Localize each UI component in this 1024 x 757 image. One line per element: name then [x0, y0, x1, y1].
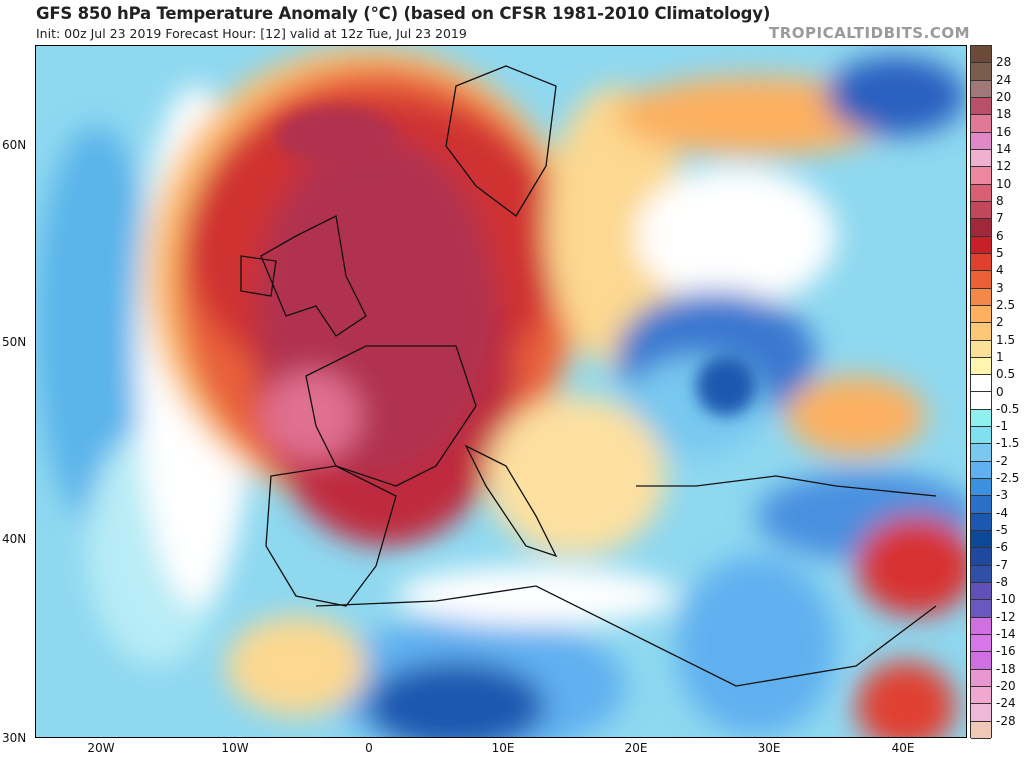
- colorbar-swatch: [971, 635, 991, 653]
- colorbar-swatch: [971, 444, 991, 462]
- colorbar-label: -3: [996, 488, 1008, 503]
- colorbar-swatch: [971, 46, 991, 64]
- colorbar-swatch: [971, 80, 991, 98]
- colorbar-swatch: [971, 583, 991, 601]
- colorbar-label: 0.5: [996, 367, 1016, 382]
- colorbar-label: -16: [996, 644, 1016, 659]
- colorbar-label: -5: [996, 523, 1008, 538]
- chart-title: GFS 850 hPa Temperature Anomaly (°C) (ba…: [36, 4, 771, 23]
- colorbar-label: -1.5: [996, 436, 1020, 451]
- colorbar-swatch: [971, 236, 991, 254]
- colorbar-swatch: [971, 704, 991, 722]
- colorbar-label: 2.5: [996, 297, 1016, 312]
- lon-label-30e: 30E: [757, 741, 781, 755]
- colorbar-swatch: [971, 219, 991, 237]
- colorbar-swatch: [971, 409, 991, 428]
- colorbar-swatch: [971, 357, 991, 376]
- colorbar-label: -7: [996, 557, 1008, 572]
- colorbar-label: 8: [996, 193, 1004, 208]
- colorbar-label: 3: [996, 280, 1004, 295]
- colorbar-label: -20: [996, 679, 1016, 694]
- coastlines: [240, 65, 937, 687]
- colorbar: [970, 45, 992, 739]
- colorbar-label: -12: [996, 609, 1016, 624]
- colorbar-swatch: [971, 115, 991, 133]
- anomaly-shading: [36, 46, 966, 737]
- colorbar-label: 4: [996, 263, 1004, 278]
- lon-label-20w: 20W: [87, 741, 115, 755]
- colorbar-swatch: [971, 305, 991, 324]
- colorbar-label: -4: [996, 505, 1008, 520]
- lon-label-10e: 10E: [491, 741, 515, 755]
- colorbar-label: -2.5: [996, 471, 1020, 486]
- colorbar-swatch: [971, 669, 991, 687]
- colorbar-label: 14: [996, 141, 1012, 156]
- colorbar-swatch: [971, 132, 991, 150]
- colorbar-label: 6: [996, 228, 1004, 243]
- colorbar-swatch: [971, 513, 991, 532]
- colorbar-swatch: [971, 548, 991, 566]
- colorbar-swatch: [971, 323, 991, 341]
- colorbar-label: -14: [996, 627, 1016, 642]
- colorbar-swatch: [971, 461, 991, 480]
- lat-label-30n: 30N: [2, 731, 27, 745]
- colorbar-label: 24: [996, 72, 1012, 87]
- colorbar-swatch: [971, 375, 991, 393]
- colorbar-label: 5: [996, 245, 1004, 260]
- colorbar-label: 10: [996, 176, 1012, 191]
- colorbar-swatch: [971, 167, 991, 185]
- colorbar-label: 28: [996, 55, 1012, 70]
- colorbar-label: -10: [996, 592, 1016, 607]
- colorbar-swatch: [971, 340, 991, 358]
- colorbar-label: 0: [996, 384, 1004, 399]
- colorbar-swatch: [971, 600, 991, 618]
- colorbar-swatch: [971, 721, 991, 739]
- lon-label-20e: 20E: [624, 741, 648, 755]
- colorbar-label: 7: [996, 211, 1004, 226]
- colorbar-swatch: [971, 496, 991, 514]
- anomaly-map: [35, 45, 967, 738]
- lat-label-50n: 50N: [2, 335, 27, 349]
- lat-label-40n: 40N: [2, 532, 27, 546]
- forecast-info: Init: 00z Jul 23 2019 Forecast Hour: [12…: [36, 26, 467, 41]
- colorbar-label: 16: [996, 124, 1012, 139]
- anomaly-shading-detail: [276, 106, 756, 416]
- colorbar-swatch: [971, 149, 991, 168]
- colorbar-label: -0.5: [996, 401, 1020, 416]
- colorbar-swatch: [971, 427, 991, 445]
- colorbar-swatch: [971, 531, 991, 549]
- colorbar-swatch: [971, 617, 991, 636]
- colorbar-swatch: [971, 392, 991, 410]
- colorbar-label: 1.5: [996, 332, 1016, 347]
- colorbar-label: -2: [996, 453, 1008, 468]
- colorbar-label: 1: [996, 349, 1004, 364]
- colorbar-label: 20: [996, 89, 1012, 104]
- colorbar-label: -8: [996, 575, 1008, 590]
- colorbar-swatch: [971, 565, 991, 584]
- colorbar-swatch: [971, 184, 991, 202]
- lat-label-60n: 60N: [2, 138, 27, 152]
- colorbar-label: 2: [996, 315, 1004, 330]
- map-field: [36, 46, 966, 737]
- colorbar-swatch: [971, 97, 991, 116]
- colorbar-label: -6: [996, 540, 1008, 555]
- colorbar-swatch: [971, 479, 991, 497]
- lon-label-40e: 40E: [891, 741, 915, 755]
- colorbar-swatch: [971, 253, 991, 272]
- colorbar-label: 12: [996, 159, 1012, 174]
- colorbar-swatch: [971, 288, 991, 306]
- colorbar-swatch: [971, 63, 991, 81]
- colorbar-label: -1: [996, 419, 1008, 434]
- brand-watermark: TROPICALTIDBITS.COM: [769, 24, 970, 42]
- colorbar-label: -28: [996, 713, 1016, 728]
- colorbar-swatch: [971, 271, 991, 289]
- colorbar-label: 18: [996, 107, 1012, 122]
- lon-label-0: 0: [365, 741, 373, 755]
- colorbar-label: -24: [996, 696, 1016, 711]
- colorbar-label: -18: [996, 661, 1016, 676]
- colorbar-swatch: [971, 687, 991, 705]
- lon-label-10w: 10W: [221, 741, 249, 755]
- colorbar-swatch: [971, 201, 991, 220]
- colorbar-swatch: [971, 652, 991, 670]
